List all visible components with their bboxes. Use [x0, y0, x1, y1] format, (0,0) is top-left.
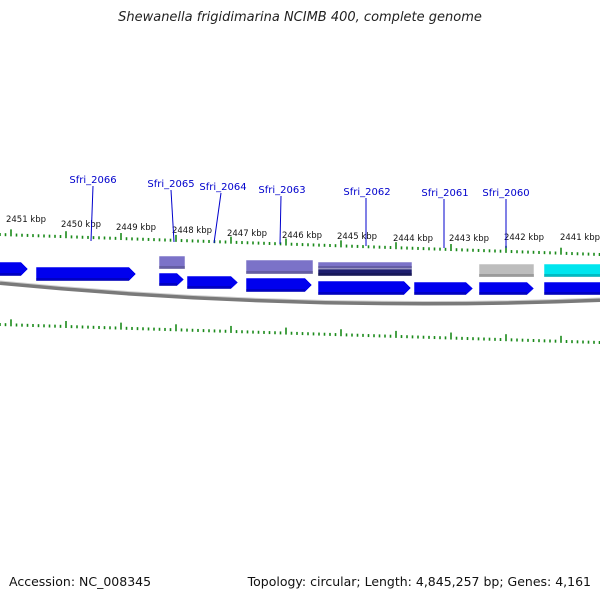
gene-shadow-11	[414, 292, 466, 295]
gene-label-sfri-2066[interactable]: Sfri_2066	[69, 175, 116, 186]
gene-shadow-15	[544, 292, 600, 295]
ruler-label: 2441 kbp	[560, 233, 600, 243]
gene-label-sfri-2060[interactable]: Sfri_2060	[482, 188, 529, 199]
gene-shadow-3	[159, 266, 185, 269]
gene-shadow-12	[479, 274, 534, 277]
gene-shadow-6	[246, 271, 313, 274]
gene-label-leader	[280, 196, 281, 244]
gene-label-sfri-2063[interactable]: Sfri_2063	[258, 185, 305, 196]
gene-label-sfri-2061[interactable]: Sfri_2061	[421, 188, 468, 199]
gene-shadow-10	[318, 292, 404, 295]
genome-map: 2451 kbp 2450 kbp 2449 kbp 2448 kbp 2447 kbp…	[0, 0, 600, 600]
ruler-label: 2451 kbp	[6, 215, 46, 225]
gene-shadow-13	[479, 292, 527, 295]
gene-shadow-5	[187, 286, 231, 289]
gene-shadow-2	[36, 278, 129, 281]
ruler-label: 2443 kbp	[449, 234, 489, 244]
ruler-label: 2446 kbp	[282, 231, 322, 241]
gene-label-sfri-2062[interactable]: Sfri_2062	[343, 187, 390, 198]
gene-shadow-1	[0, 273, 21, 276]
ruler-label: 2448 kbp	[172, 226, 212, 236]
ruler-label: 2450 kbp	[61, 220, 101, 230]
ruler-label: 2444 kbp	[393, 234, 433, 244]
gene-label-leader	[91, 186, 93, 241]
ruler-labels-layer: 2451 kbp 2450 kbp 2449 kbp 2448 kbp 2447 kbp…	[6, 215, 600, 244]
accession-text: Accession: NC_008345	[9, 574, 151, 589]
genome-viewer: Shewanella frigidimarina NCIMB 400, comp…	[0, 0, 600, 600]
genome-summary: Topology: circular; Length: 4,845,257 bp…	[248, 574, 591, 589]
ruler-label: 2447 kbp	[227, 229, 267, 239]
gene-label-sfri-2065[interactable]: Sfri_2065	[147, 179, 194, 190]
ruler-label: 2442 kbp	[504, 233, 544, 243]
gene-shadow-8	[318, 266, 412, 269]
ruler-label: 2445 kbp	[337, 232, 377, 242]
gene-label-sfri-2064[interactable]: Sfri_2064	[199, 182, 246, 193]
gene-shadow-9	[318, 273, 412, 276]
gene-shadow-7	[246, 289, 305, 292]
gene-label-leader	[214, 193, 221, 243]
ruler-label: 2449 kbp	[116, 223, 156, 233]
gene-shadow-14	[544, 274, 600, 277]
gene-shadow-4	[159, 283, 177, 286]
